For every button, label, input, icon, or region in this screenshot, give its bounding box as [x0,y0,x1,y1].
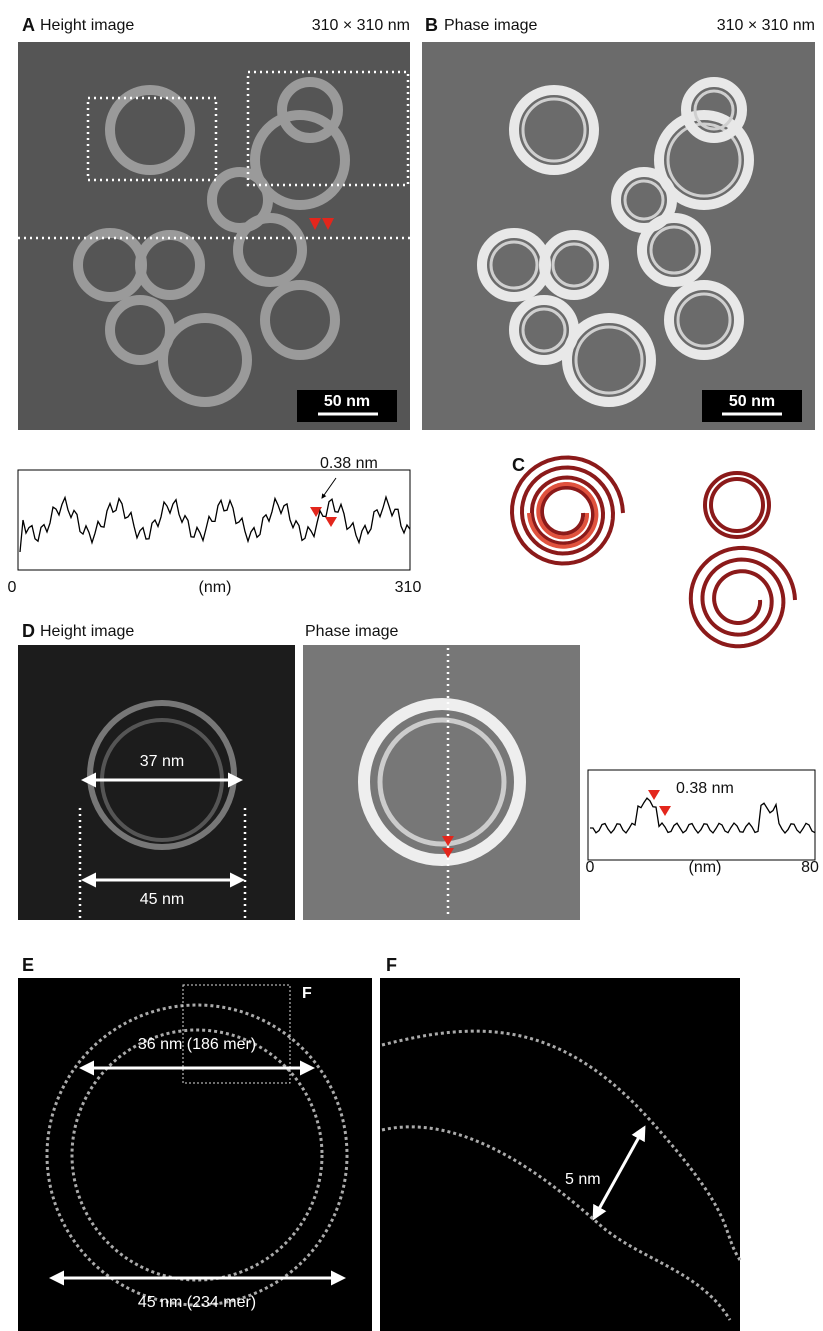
panel-letter: E [22,955,34,975]
axis-label: 80 [801,859,819,876]
phase-image-d [303,645,580,920]
measure-label: 36 nm (186 mer) [138,1036,256,1053]
panel-letter: D [22,621,35,641]
panel-title: Height image [40,623,134,640]
figure: A Height image 310 × 310 nm B Phase imag… [0,0,823,1331]
axis-label: 0 [8,579,17,596]
scale-bar-label: 50 nm [729,393,775,410]
panel-title: Height image [40,17,134,34]
measure-label: 45 nm (234 mer) [138,1294,256,1311]
axis-label: 310 [395,579,422,596]
axis-title: (nm) [689,859,722,876]
image-size: 310 × 310 nm [717,17,815,34]
panel-letter: F [386,955,397,975]
profile-annotation: 0.38 nm [320,455,378,472]
panel-title: Phase image [444,17,537,34]
imagery [18,42,815,1331]
spiral-model [705,473,769,537]
axis-label: 0 [586,859,595,876]
measure-label: 45 nm [140,891,184,908]
spiral-model [691,548,795,646]
inset-label: F [302,985,312,1002]
image-size: 310 × 310 nm [312,17,410,34]
spiral-model [711,479,763,531]
axis-title: (nm) [199,579,232,596]
measure-label: 5 nm [565,1171,601,1188]
height-image-a [18,42,410,430]
profile-annotation: 0.38 nm [676,780,734,797]
model-image-f [380,978,740,1331]
phase-image-b [422,42,815,430]
scale-bar-label: 50 nm [324,393,370,410]
measure-label: 37 nm [140,753,184,770]
profile-box-a [18,470,410,570]
panel-letter: C [512,455,525,475]
panel-letter: A [22,15,35,35]
panel-letter: B [425,15,438,35]
panel-title: Phase image [305,623,398,640]
